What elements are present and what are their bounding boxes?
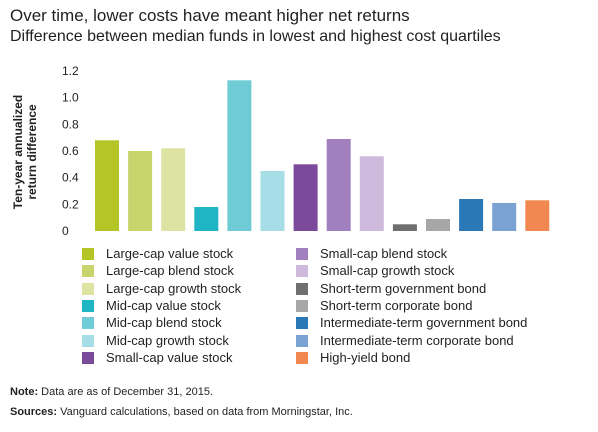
bar bbox=[326, 139, 351, 231]
bar bbox=[525, 200, 550, 231]
legend-item: Short-term government bond bbox=[296, 280, 486, 298]
legend-swatch bbox=[82, 317, 94, 330]
footnotes: Note: Data are as of December 31, 2015. … bbox=[10, 382, 353, 422]
legend-swatch bbox=[296, 265, 308, 278]
sources-line: Sources: Vanguard calculations, based on… bbox=[10, 402, 353, 422]
bar bbox=[194, 207, 219, 231]
legend-label: Mid-cap growth stock bbox=[106, 332, 229, 348]
legend-label: Small-cap value stock bbox=[106, 349, 233, 365]
legend-item: Short-term corporate bond bbox=[296, 297, 472, 315]
y-tick-label: 0 bbox=[62, 224, 69, 238]
y-tick-label: 1.0 bbox=[62, 91, 79, 105]
sources-text: Vanguard calculations, based on data fro… bbox=[57, 406, 353, 418]
legend-item: Small-cap value stock bbox=[82, 349, 232, 367]
y-tick-label: 0.4 bbox=[62, 171, 79, 185]
legend-item: Mid-cap blend stock bbox=[82, 314, 222, 332]
note-label: Note: bbox=[10, 386, 39, 398]
bar bbox=[161, 148, 186, 231]
bar-chart: Ten-year annualized return difference 0 0.2… bbox=[11, 64, 550, 238]
sources-label: Sources: bbox=[10, 406, 58, 418]
legend-label: Large-cap value stock bbox=[106, 246, 234, 261]
legend-swatch bbox=[296, 351, 308, 364]
legend-item: Large-cap growth stock bbox=[82, 280, 241, 298]
legend-swatch bbox=[82, 351, 94, 364]
bar bbox=[227, 80, 252, 231]
bar bbox=[260, 171, 285, 231]
legend-item: Small-cap blend stock bbox=[296, 245, 447, 263]
legend-label: Small-cap blend stock bbox=[320, 246, 448, 261]
legend-item: Mid-cap value stock bbox=[82, 297, 221, 315]
note-line: Note: Data are as of December 31, 2015. bbox=[10, 382, 353, 402]
y-axis-label: return difference bbox=[25, 104, 39, 200]
bar bbox=[426, 219, 450, 231]
legend-swatch bbox=[82, 248, 94, 260]
legend-item: Large-cap value stock bbox=[82, 245, 233, 263]
legend-label: Mid-cap blend stock bbox=[106, 315, 222, 331]
legend-item: Intermediate-term government bond bbox=[296, 314, 527, 332]
legend-label: Intermediate-term government bond bbox=[320, 315, 528, 331]
legend-swatch bbox=[296, 248, 308, 260]
legend-swatch bbox=[296, 282, 308, 295]
chart-title: Over time, lower costs have meant higher… bbox=[10, 6, 410, 25]
bar bbox=[459, 199, 484, 231]
legend-swatch bbox=[82, 299, 94, 312]
legend-label: Small-cap growth stock bbox=[320, 263, 455, 279]
bar bbox=[492, 203, 517, 231]
bar bbox=[392, 224, 417, 231]
legend-label: Large-cap blend stock bbox=[106, 263, 234, 279]
legend-label: Short-term corporate bond bbox=[320, 297, 473, 313]
legend-item: Intermediate-term corporate bond bbox=[296, 332, 514, 350]
bar bbox=[95, 140, 119, 231]
legend-swatch bbox=[296, 299, 308, 312]
y-axis-label: Ten-year annualized bbox=[11, 95, 25, 209]
chart-subtitle: Difference between median funds in lowes… bbox=[10, 28, 501, 45]
bar bbox=[293, 164, 318, 231]
y-tick-label: 1.2 bbox=[62, 64, 79, 78]
legend-item: Small-cap growth stock bbox=[296, 262, 454, 280]
bar bbox=[128, 151, 153, 231]
legend-item: High-yield bond bbox=[296, 349, 410, 367]
chart-legend: Large-cap value stock Large-cap blend sto… bbox=[0, 245, 598, 375]
legend-swatch bbox=[296, 334, 308, 347]
note-text: Data are as of December 31, 2015. bbox=[38, 386, 213, 398]
legend-label: Intermediate-term corporate bond bbox=[320, 332, 514, 348]
legend-swatch bbox=[82, 282, 94, 295]
legend-label: High-yield bond bbox=[320, 349, 411, 365]
legend-label: Short-term government bond bbox=[320, 280, 487, 296]
legend-label: Large-cap growth stock bbox=[106, 280, 242, 296]
legend-swatch bbox=[82, 334, 94, 347]
legend-label: Mid-cap value stock bbox=[106, 297, 221, 313]
legend-item: Large-cap blend stock bbox=[82, 262, 234, 280]
bar bbox=[359, 156, 384, 231]
y-tick-label: 0.6 bbox=[62, 144, 79, 158]
legend-swatch bbox=[296, 317, 308, 330]
legend-item: Mid-cap growth stock bbox=[82, 332, 229, 350]
y-tick-label: 0.8 bbox=[62, 117, 79, 131]
y-tick-label: 0.2 bbox=[62, 197, 79, 211]
legend-swatch bbox=[82, 265, 94, 278]
